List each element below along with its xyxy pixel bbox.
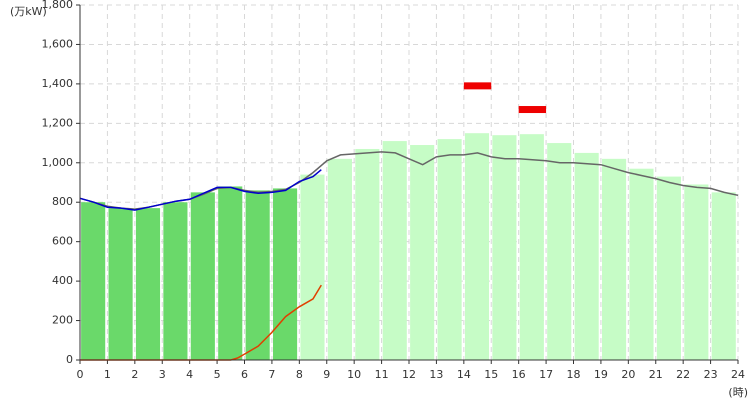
y-tick-label: 1,200 [42,116,74,129]
bar [410,145,435,360]
y-tick-label: 1,400 [42,77,74,90]
line [79,169,322,211]
x-tick-label: 10 [347,368,361,381]
y-tick-label: 400 [52,274,73,287]
bar [327,158,352,360]
x-tick-label: 4 [186,368,193,381]
x-tick-label: 6 [241,368,248,381]
x-tick-label: 8 [296,368,303,381]
bar [135,208,161,360]
x-tick-label: 14 [457,368,471,381]
x-tick-label: 11 [375,368,389,381]
bar [684,184,709,360]
peak-marker [518,106,547,114]
x-tick-label: 21 [649,368,663,381]
y-tick-label: 800 [52,195,73,208]
x-tick-label: 23 [704,368,718,381]
x-tick-label: 19 [594,368,608,381]
x-tick-label: 22 [676,368,690,381]
bar [108,208,133,360]
bar [382,141,407,360]
bar [218,186,243,360]
bar [711,192,736,360]
bar [519,134,544,360]
x-tick-label: 2 [131,368,138,381]
x-tick-label: 17 [539,368,553,381]
bar [300,174,325,360]
bar [574,152,599,360]
x-tick-label: 20 [621,368,635,381]
x-tick-label: 24 [731,368,745,381]
bar [656,176,681,360]
bar [602,158,627,360]
bar [355,148,380,360]
bar [81,202,106,360]
x-tick-label: 0 [77,368,84,381]
x-axis-label: (時) [728,386,748,399]
bar [273,188,298,360]
y-tick-label: 0 [66,353,73,366]
y-tick-label: 200 [52,314,73,327]
bar [464,133,490,360]
y-axis-label: (万kW) [10,5,47,18]
x-tick-label: 18 [567,368,581,381]
x-tick-label: 1 [104,368,111,381]
bar [437,139,462,360]
peak-marker [463,82,492,90]
x-tick-label: 5 [214,368,221,381]
y-tick-label: 1,800 [42,0,74,11]
y-tick-label: 1,000 [42,156,74,169]
bar [190,192,215,360]
y-tick-label: 600 [52,235,73,248]
bar [492,135,517,360]
x-tick-label: 15 [484,368,498,381]
x-tick-label: 12 [402,368,416,381]
bar [163,202,188,360]
y-tick-label: 1,600 [42,37,74,50]
bar [629,168,654,360]
x-tick-label: 3 [159,368,166,381]
bar [245,190,270,360]
bar [547,143,572,360]
x-tick-label: 9 [323,368,330,381]
x-tick-label: 13 [429,368,443,381]
x-tick-label: 7 [268,368,275,381]
x-tick-label: 16 [512,368,526,381]
